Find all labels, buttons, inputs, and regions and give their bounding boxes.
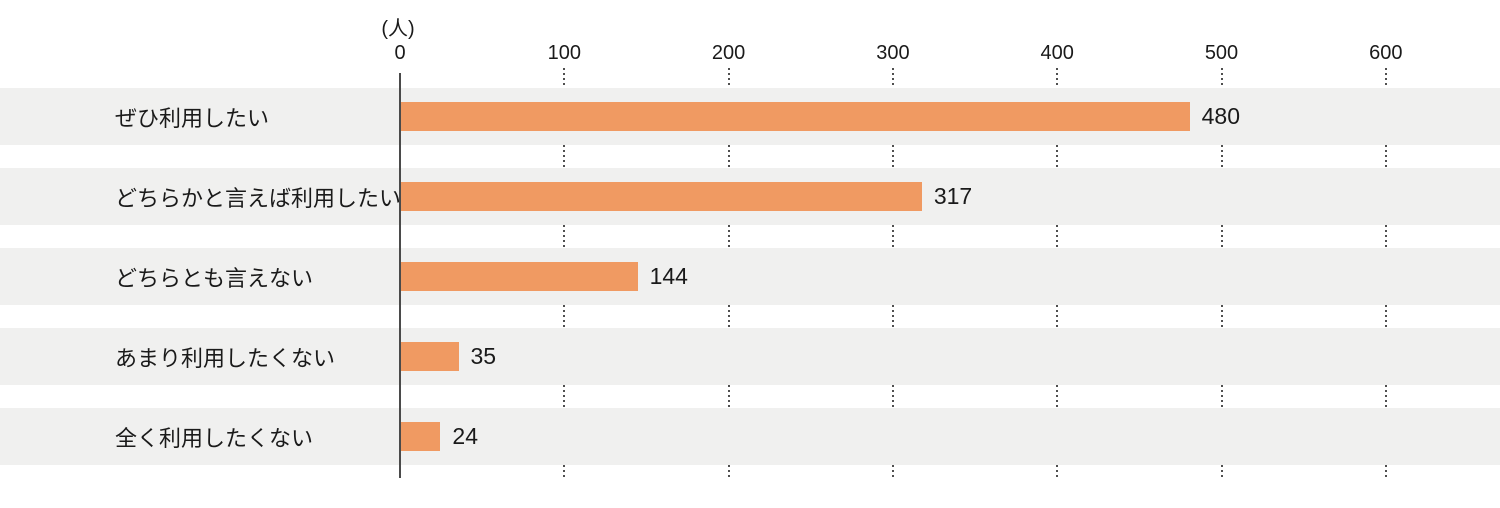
value-label: 317 [933,183,973,209]
row-band: ぜひ利用したい 480 [0,88,1500,145]
bar [401,342,459,371]
grid-segment [727,145,730,168]
bar [401,262,638,291]
grid-segment [1220,465,1223,477]
grid-segment [1056,305,1059,328]
grid-segment [1220,145,1223,168]
row-band: どちらかと言えば利用したい 317 [0,168,1500,225]
x-tick-label: 0 [394,42,406,64]
value-label: 144 [649,263,688,289]
grid-segment [891,305,894,328]
grid-segment [1384,465,1387,477]
grid-segment [1056,145,1059,168]
grid-segment [1220,225,1223,248]
grid-segment [891,68,894,87]
x-tick-label: 500 [1204,42,1239,64]
grid-segment [1220,385,1223,408]
category-label: 全く利用したくない [115,425,314,451]
row-band: あまり利用したくない 35 [0,328,1500,385]
grid-segment [1056,385,1059,408]
grid-segment [727,225,730,248]
category-label: あまり利用したくない [115,345,336,371]
grid-segment [1384,305,1387,328]
grid-segment [1384,68,1387,87]
value-label: 35 [470,343,497,369]
x-tick-label: 600 [1369,42,1403,64]
grid-segment [1384,145,1387,168]
grid-segment [563,225,566,248]
grid-segment [891,225,894,248]
grid-segment [891,385,894,408]
value-label: 24 [452,423,479,449]
bar [401,182,922,211]
grid-segment [891,145,894,168]
category-label: どちらとも言えない [115,265,314,291]
y-axis-line [399,73,401,478]
bar [401,102,1190,131]
value-label: 480 [1201,103,1240,129]
grid-segment [563,145,566,168]
x-tick-label: 200 [711,42,746,64]
grid-segment [1056,68,1059,87]
axis-unit-label: (人) [381,18,415,40]
bar [401,422,441,451]
grid-segment [891,465,894,477]
grid-segment [563,305,566,328]
x-tick-label: 100 [547,42,581,64]
grid-segment [1384,385,1387,408]
grid-segment [1056,465,1059,477]
grid-segment [1220,68,1223,87]
grid-segment [727,465,730,477]
grid-segment [1220,305,1223,328]
x-tick-label: 400 [1040,42,1074,64]
grid-segment [727,385,730,408]
grid-segment [727,305,730,328]
row-band: 全く利用したくない 24 [0,408,1500,465]
row-band: どちらとも言えない 144 [0,248,1500,305]
category-label: ぜひ利用したい [115,105,270,131]
grid-segment [727,68,730,87]
grid-segment [1056,225,1059,248]
grid-segment [563,385,566,408]
x-tick-label: 300 [876,42,910,64]
grid-segment [563,465,566,477]
category-label: どちらかと言えば利用したい [115,185,402,211]
grid-segment [1384,225,1387,248]
grid-segment [563,68,566,87]
